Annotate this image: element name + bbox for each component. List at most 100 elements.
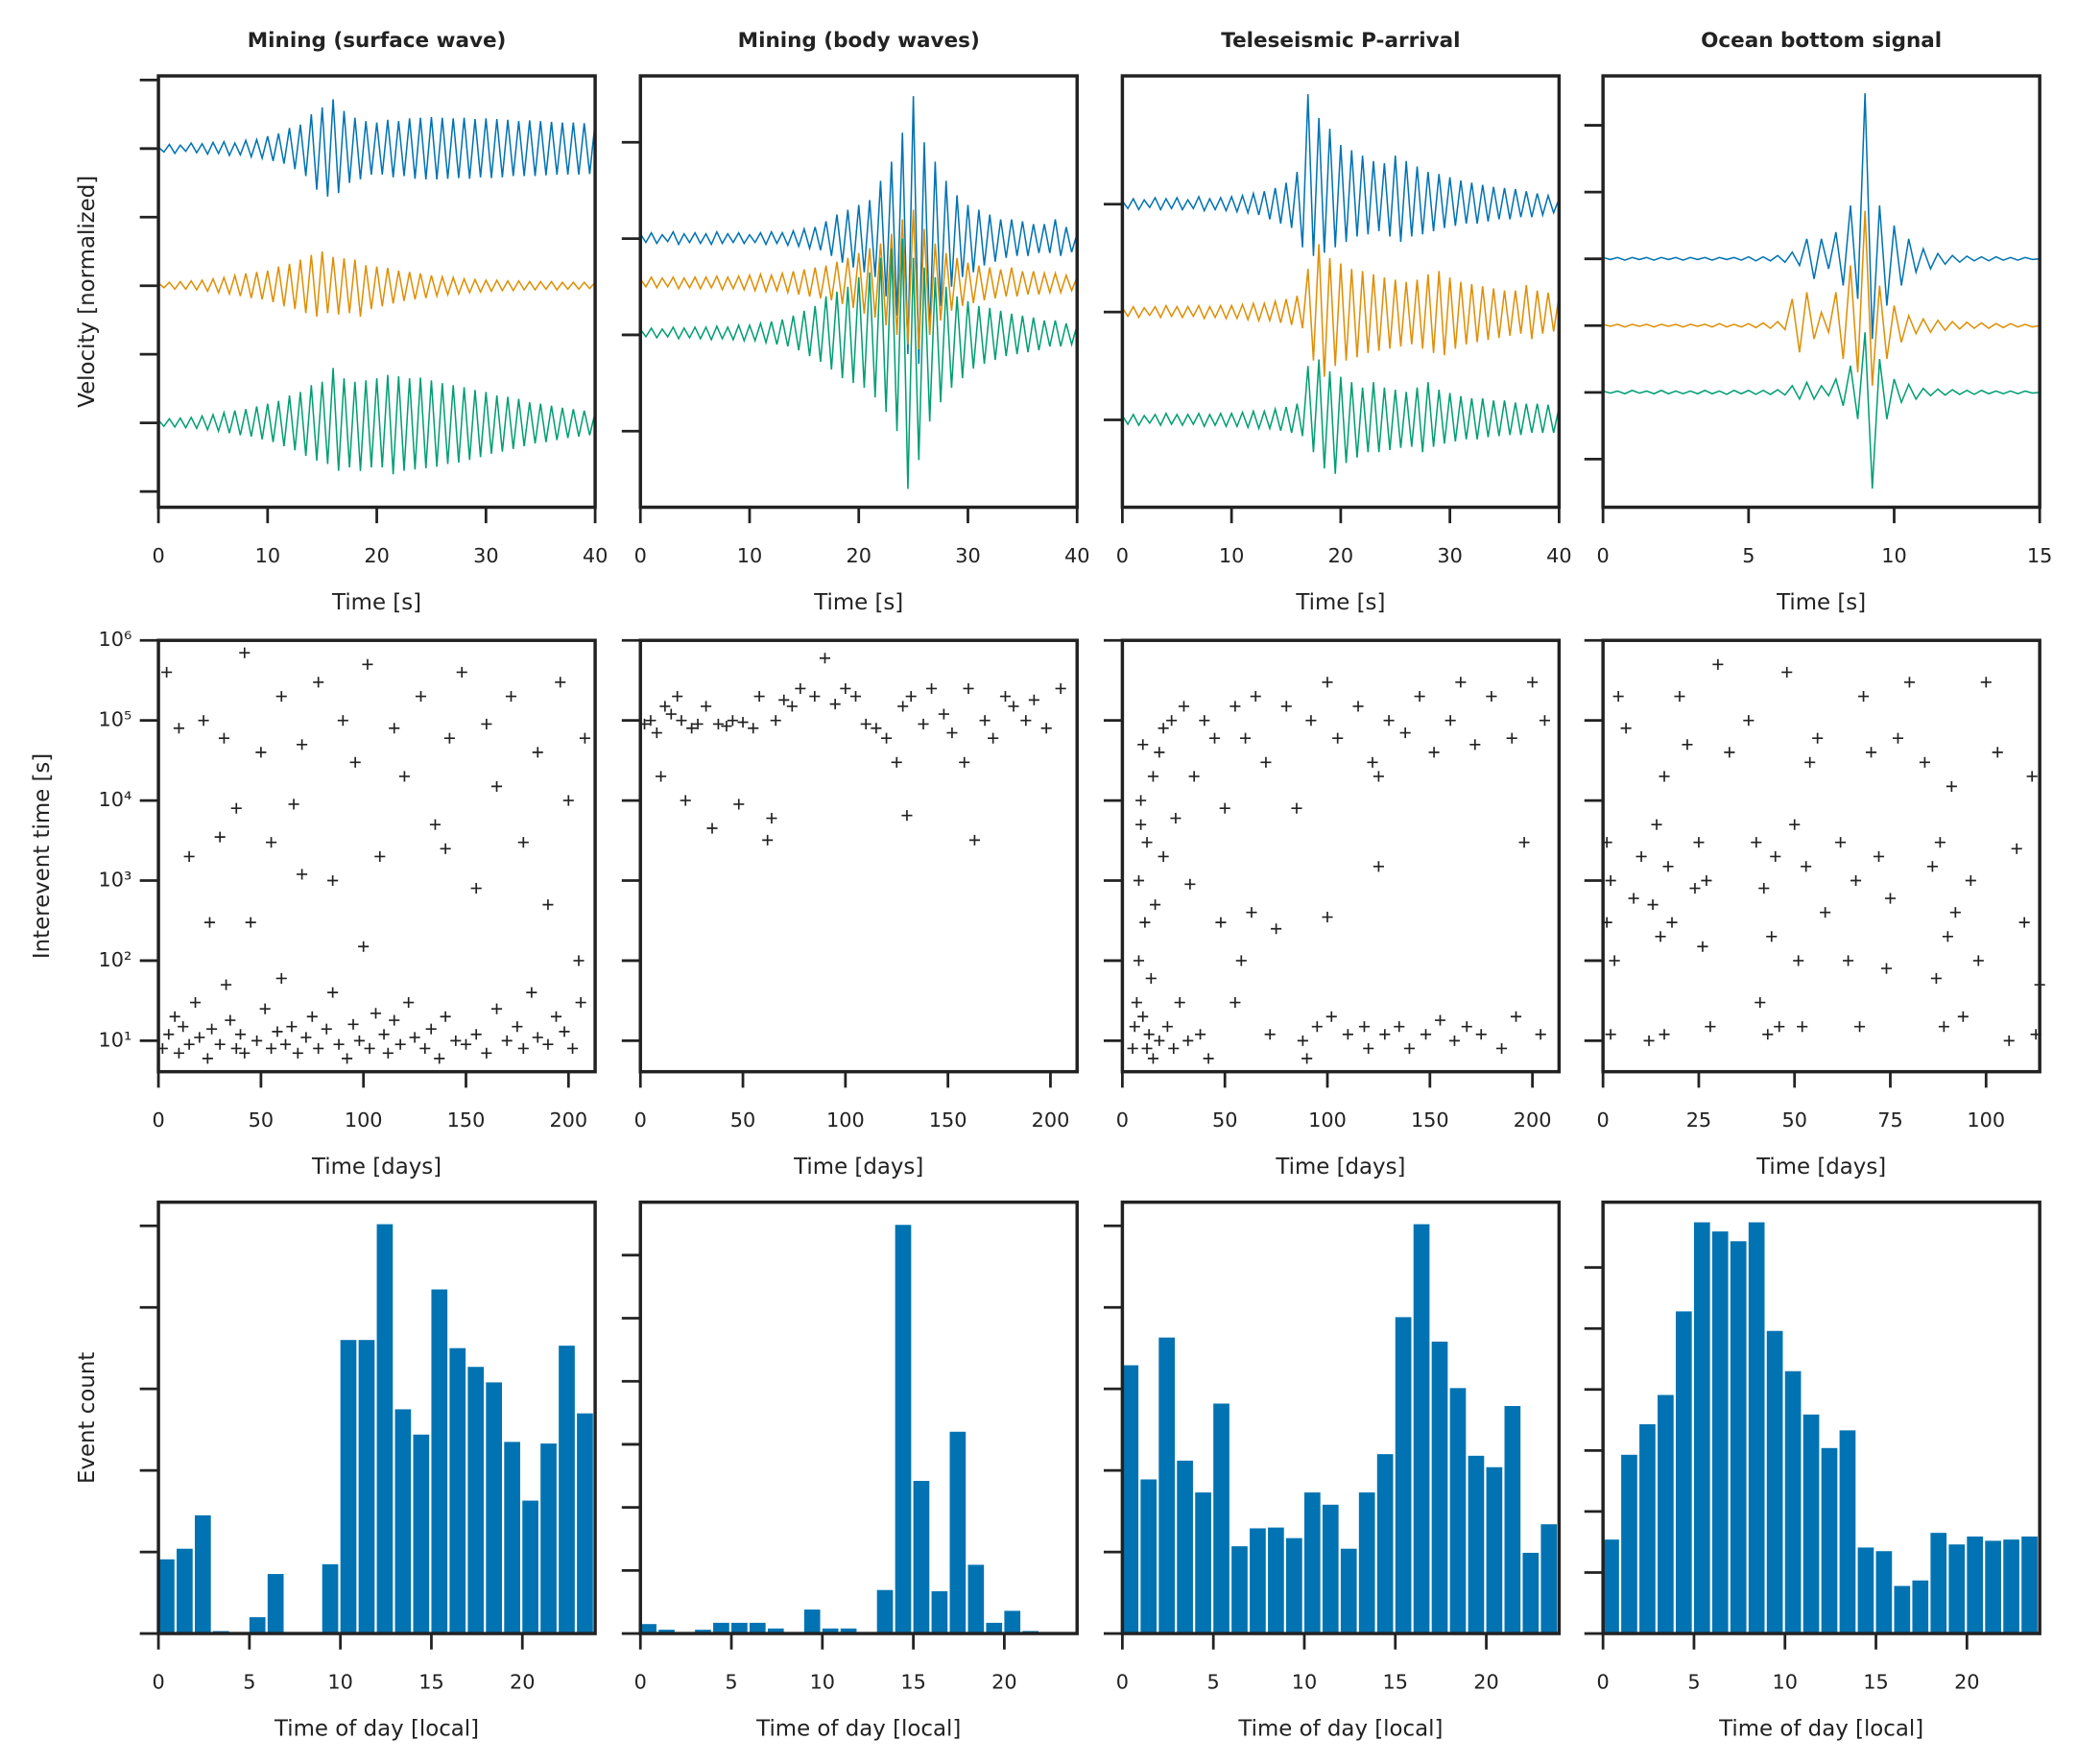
point xyxy=(1195,1029,1206,1040)
point xyxy=(1781,666,1793,678)
panel: 0 5 10 15 Ocean bottom signal Time [s] xyxy=(1584,29,2052,615)
bar xyxy=(967,1564,985,1634)
x-tick-label: 15 xyxy=(1863,1670,1888,1693)
point xyxy=(173,723,184,734)
bar xyxy=(1985,1540,2001,1634)
point xyxy=(1434,1014,1446,1026)
x-tick-label: 15 xyxy=(418,1670,443,1693)
bar xyxy=(1158,1337,1175,1634)
x-tick-label: 10 xyxy=(1219,544,1244,567)
bar xyxy=(1821,1447,1838,1634)
x-tick-label: 25 xyxy=(1686,1108,1711,1132)
x-tick-label: 20 xyxy=(991,1670,1016,1693)
point xyxy=(1992,747,2003,758)
point xyxy=(1506,732,1517,744)
point xyxy=(959,756,970,768)
point xyxy=(562,795,574,806)
point xyxy=(161,666,173,678)
point xyxy=(1892,732,1904,744)
point xyxy=(1028,694,1039,705)
y-tick-label: 10¹ xyxy=(99,1028,132,1051)
point xyxy=(860,718,871,730)
x-tick-label: 40 xyxy=(1546,544,1571,567)
panel-title: Teleseismic P-arrival xyxy=(1221,29,1460,53)
point xyxy=(1147,1053,1158,1064)
point xyxy=(1651,819,1662,830)
x-axis-label: Time [days] xyxy=(1755,1155,1886,1180)
bar xyxy=(986,1622,1003,1634)
point xyxy=(1942,931,1953,942)
point xyxy=(1260,756,1272,768)
point xyxy=(239,647,251,658)
point xyxy=(333,1038,345,1050)
point xyxy=(443,732,455,744)
panel: 0 50 100 150 200 10¹ 10² 10³ 10⁴ 10⁵ 10⁶ Time [days… xyxy=(30,628,597,1180)
point xyxy=(1804,756,1816,768)
x-axis-label: Time of day [local] xyxy=(1718,1716,1923,1741)
bar xyxy=(1912,1580,1929,1634)
point xyxy=(286,1021,298,1033)
point xyxy=(1662,861,1674,872)
waveform xyxy=(639,96,1078,365)
bar xyxy=(1395,1317,1412,1634)
point xyxy=(292,1047,303,1059)
point xyxy=(665,708,677,720)
point xyxy=(1609,955,1620,966)
bar xyxy=(376,1224,394,1634)
point xyxy=(362,658,373,670)
point xyxy=(297,739,308,751)
y-axis-label: Velocity [normalized] xyxy=(75,176,100,408)
x-tick-label: 10 xyxy=(737,544,762,567)
point xyxy=(686,723,698,734)
point xyxy=(1363,1042,1374,1055)
bar xyxy=(486,1382,503,1634)
bar xyxy=(749,1622,766,1634)
bar xyxy=(1376,1454,1394,1634)
y-tick-label: 10⁵ xyxy=(99,708,132,731)
bar xyxy=(158,1559,175,1634)
bar xyxy=(1413,1224,1430,1634)
point xyxy=(1040,723,1052,734)
point xyxy=(1880,963,1893,974)
x-tick-label: 100 xyxy=(1967,1108,2005,1132)
y-tick-label: 10² xyxy=(99,948,132,971)
bar xyxy=(1748,1222,1765,1634)
point xyxy=(1496,1042,1508,1055)
bar xyxy=(1894,1585,1911,1634)
bar xyxy=(767,1628,784,1634)
point xyxy=(1055,682,1066,695)
x-tick-label: 5 xyxy=(1687,1670,1700,1693)
point xyxy=(656,771,667,782)
point xyxy=(206,1023,218,1035)
point xyxy=(349,756,361,768)
waveform xyxy=(639,238,1078,489)
bar xyxy=(1122,1365,1139,1634)
x-tick-label: 10 xyxy=(810,1670,835,1693)
point xyxy=(1184,878,1196,890)
point xyxy=(1980,677,1992,688)
point xyxy=(737,716,749,728)
point xyxy=(398,771,410,782)
bar xyxy=(1486,1466,1503,1634)
point xyxy=(230,802,242,814)
bar xyxy=(1658,1395,1674,1634)
x-axis-label: Time [days] xyxy=(793,1155,923,1180)
bar xyxy=(1340,1548,1357,1634)
point xyxy=(1219,802,1230,814)
bar xyxy=(1504,1406,1521,1634)
point xyxy=(1689,883,1701,894)
point xyxy=(1399,727,1411,739)
point xyxy=(1455,677,1467,688)
x-axis-label: Time of day [local] xyxy=(274,1716,479,1741)
bar xyxy=(1875,1551,1893,1634)
x-tick-label: 5 xyxy=(1207,1670,1220,1693)
point xyxy=(680,795,691,806)
point xyxy=(1873,850,1885,862)
x-tick-label: 0 xyxy=(152,544,164,567)
point xyxy=(659,701,671,712)
point xyxy=(1965,874,1976,887)
point xyxy=(891,756,902,768)
point xyxy=(1510,1011,1522,1022)
axes-frame xyxy=(638,1200,1079,1635)
point xyxy=(2011,843,2022,854)
